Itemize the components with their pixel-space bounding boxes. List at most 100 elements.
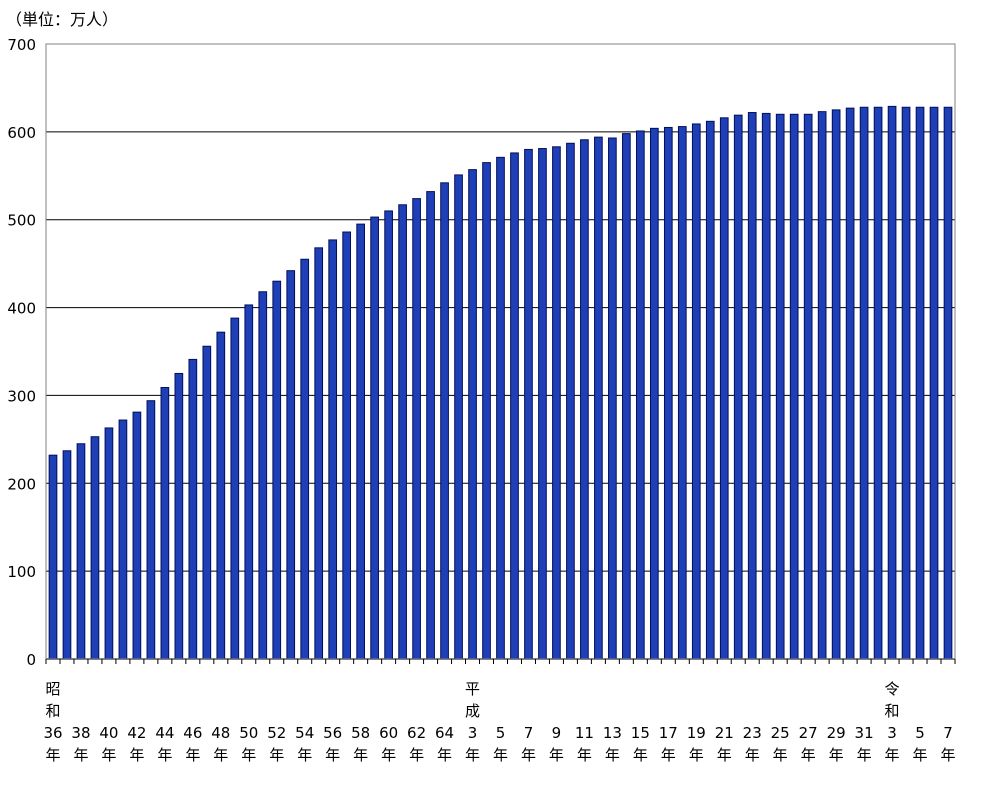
bar <box>608 137 617 660</box>
x-tick-suffix: 年 <box>381 746 396 764</box>
x-tick-suffix: 年 <box>101 746 116 764</box>
bar <box>817 111 827 660</box>
x-tick-label: 23 <box>743 724 762 742</box>
y-tick-label: 400 <box>7 300 36 318</box>
bar <box>286 270 296 660</box>
x-tick-label: 7 <box>943 724 953 742</box>
x-tick-suffix: 年 <box>857 746 872 764</box>
bar <box>677 126 687 660</box>
x-tick-suffix: 年 <box>605 746 620 764</box>
bar <box>943 106 953 660</box>
x-tick-label: 9 <box>552 724 562 742</box>
bar <box>552 146 561 660</box>
era-label: 昭 <box>45 680 60 698</box>
x-tick-label: 64 <box>435 724 454 742</box>
x-tick-suffix: 年 <box>185 746 200 764</box>
bar <box>328 239 338 660</box>
bar <box>440 182 449 660</box>
x-tick-label: 19 <box>687 724 706 742</box>
x-tick-suffix: 年 <box>241 746 256 764</box>
bar <box>831 109 841 660</box>
era-label: 和 <box>45 702 60 720</box>
x-tick-label: 50 <box>239 724 258 742</box>
x-tick-suffix: 年 <box>325 746 340 764</box>
unit-label: （単位：万人） <box>6 10 119 29</box>
bar <box>747 112 757 660</box>
x-tick-suffix: 年 <box>885 746 900 764</box>
bar <box>384 210 393 660</box>
x-tick-label: 31 <box>855 724 874 742</box>
bar <box>62 450 72 660</box>
x-tick-label: 48 <box>211 724 230 742</box>
x-tick-suffix: 年 <box>633 746 648 764</box>
bar <box>76 443 86 660</box>
bar <box>887 105 897 660</box>
x-tick-label: 60 <box>379 724 398 742</box>
bar <box>146 400 156 660</box>
x-tick-label: 58 <box>351 724 370 742</box>
y-axis-ticks: 0 100 200 300 400 500 600 700 <box>7 36 36 669</box>
bar <box>761 112 771 660</box>
era-label: 和 <box>885 702 900 720</box>
bar <box>510 152 519 660</box>
x-tick-suffix: 年 <box>829 746 844 764</box>
x-tick-suffix: 年 <box>437 746 452 764</box>
x-tick-label: 15 <box>631 724 650 742</box>
x-tick-suffix: 年 <box>661 746 676 764</box>
bar <box>803 113 813 660</box>
bar <box>873 106 883 660</box>
bar <box>244 304 254 660</box>
x-tick-label: 62 <box>407 724 426 742</box>
bar <box>482 162 491 660</box>
x-tick-label: 17 <box>659 724 678 742</box>
x-tick-label: 21 <box>715 724 734 742</box>
x-tick-suffix: 年 <box>913 746 928 764</box>
bar <box>929 106 939 660</box>
bar <box>300 258 310 660</box>
bar <box>118 419 128 660</box>
bar <box>412 198 421 660</box>
x-tick-suffix: 年 <box>801 746 816 764</box>
x-tick-suffix: 年 <box>353 746 368 764</box>
bar <box>174 372 184 660</box>
bar <box>636 130 645 660</box>
y-tick-label: 600 <box>7 124 36 142</box>
x-tick-label: 38 <box>71 724 90 742</box>
x-tick-suffix: 年 <box>773 746 788 764</box>
bars <box>48 105 953 660</box>
bar <box>188 358 198 660</box>
x-tick-label: 42 <box>127 724 146 742</box>
x-tick-suffix: 年 <box>129 746 144 764</box>
y-tick-label: 300 <box>7 387 36 405</box>
x-tick-suffix: 年 <box>549 746 564 764</box>
x-tick-label: 5 <box>915 724 925 742</box>
era-label: 成 <box>465 702 480 720</box>
bar <box>202 345 212 660</box>
x-tick-label: 3 <box>887 724 897 742</box>
bar <box>454 174 463 660</box>
y-tick-label: 700 <box>7 36 36 54</box>
era-label: 令 <box>885 680 900 698</box>
y-tick-label: 200 <box>7 475 36 493</box>
bar <box>132 411 142 660</box>
x-tick-suffix: 年 <box>689 746 704 764</box>
bar <box>468 169 477 660</box>
x-tick-label: 7 <box>524 724 534 742</box>
y-tick-label: 100 <box>7 563 36 581</box>
bar <box>580 139 589 660</box>
x-tick-suffix: 年 <box>717 746 732 764</box>
x-tick-suffix: 年 <box>465 746 480 764</box>
bar <box>705 120 715 660</box>
bar <box>370 216 379 660</box>
x-tick-label: 27 <box>799 724 818 742</box>
x-tick-suffix: 年 <box>213 746 228 764</box>
x-axis-ticks: 昭和 36 年 38 年 40 年 42 年 44 年 46 年 48 年 50 年 52 年 54 年 56 年 58 年 60… <box>43 659 956 764</box>
bar <box>356 223 365 660</box>
bar <box>524 148 533 660</box>
bar <box>216 331 226 660</box>
x-tick-suffix: 年 <box>297 746 312 764</box>
bar <box>719 117 729 660</box>
x-tick-suffix: 年 <box>157 746 172 764</box>
plot-frame <box>45 43 956 660</box>
y-tick-label: 500 <box>7 212 36 230</box>
